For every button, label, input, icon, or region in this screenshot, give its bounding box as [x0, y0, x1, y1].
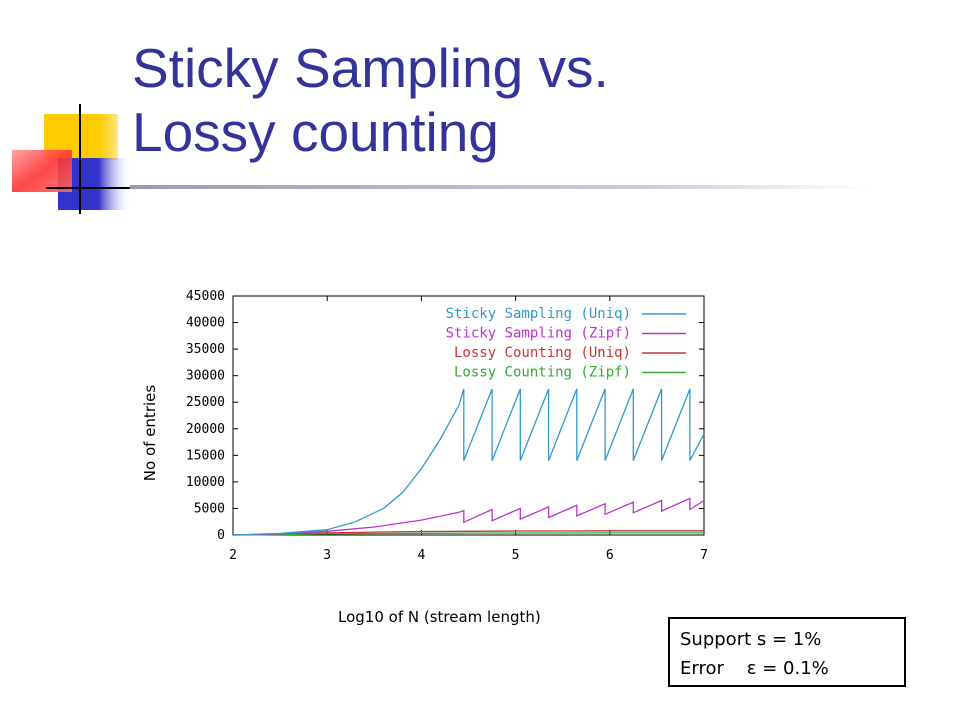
x-tick-label: 4 [417, 548, 425, 563]
x-tick-label: 5 [512, 548, 520, 563]
deco-red-square [12, 150, 72, 192]
series-line-3 [232, 532, 704, 536]
legend-label: Sticky Sampling (Zipf) [446, 326, 631, 342]
y-axis-label: No of entries [141, 384, 159, 482]
error-param: Error ε = 0.1% [680, 658, 829, 679]
slide-title: Sticky Sampling vs. Lossy counting [132, 36, 609, 164]
series-line-2 [232, 530, 704, 536]
x-tick-label: 7 [700, 548, 708, 563]
y-tick-label: 0 [217, 528, 225, 543]
slide-title-line1: Sticky Sampling vs. [132, 37, 609, 99]
y-tick-label: 30000 [186, 369, 225, 384]
x-tick-label: 6 [606, 548, 614, 563]
title-rule [130, 185, 870, 189]
x-axis-label: Log10 of N (stream length) [338, 608, 541, 626]
y-tick-label: 20000 [186, 422, 225, 437]
legend-label: Lossy Counting (Zipf) [454, 365, 631, 381]
y-tick-label: 15000 [186, 448, 225, 463]
series-line-0 [232, 388, 705, 536]
slide-title-line2: Lossy counting [132, 101, 499, 163]
plot-frame [232, 295, 705, 536]
y-tick-label: 25000 [186, 395, 225, 410]
slide-decoration [12, 104, 870, 214]
x-tick-label: 3 [323, 548, 331, 563]
y-tick-label: 10000 [186, 475, 225, 490]
y-tick-label: 45000 [186, 289, 225, 304]
x-tick-label: 2 [229, 548, 237, 563]
series-line-1 [232, 497, 705, 536]
y-tick-label: 35000 [186, 342, 225, 357]
parameters-box: Support s = 1% Error ε = 0.1% [668, 617, 906, 687]
y-tick-label: 5000 [194, 501, 225, 516]
support-param: Support s = 1% [680, 629, 822, 650]
legend-label: Sticky Sampling (Uniq) [446, 306, 631, 322]
legend-label: Lossy Counting (Uniq) [454, 345, 631, 361]
y-tick-label: 40000 [186, 316, 225, 331]
